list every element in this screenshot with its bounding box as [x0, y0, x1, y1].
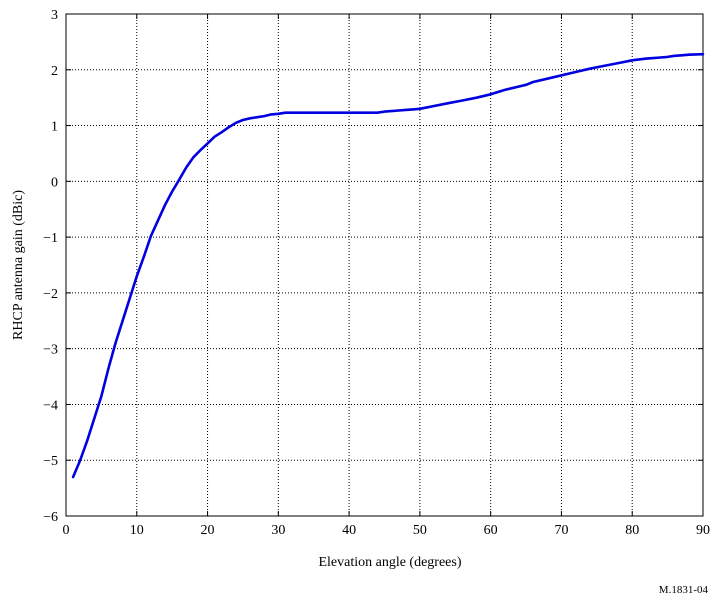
x-tick-label: 40 [342, 523, 356, 538]
y-tick-labels: 3 2 1 0 −1 −2 −3 −4 −5 −6 [43, 8, 58, 525]
x-tick-label: 60 [484, 523, 498, 538]
tick-marks [65, 13, 704, 517]
x-tick-label: 10 [130, 523, 144, 538]
x-tick-label: 70 [554, 523, 568, 538]
x-axis-title: Elevation angle (degrees) [318, 555, 461, 570]
y-axis-title: RHCP antenna gain (dBic) [11, 190, 26, 340]
x-tick-label: 0 [63, 523, 70, 538]
series-layer [71, 52, 705, 479]
y-tick-label: −1 [43, 231, 58, 246]
x-tick-label: 90 [696, 523, 710, 538]
y-tick-label: 0 [51, 175, 58, 190]
x-tick-label: 50 [413, 523, 427, 538]
y-tick-label: −5 [43, 454, 58, 469]
plot-frame [65, 13, 704, 517]
x-tick-labels: 0 10 20 30 40 50 60 70 80 90 [63, 523, 711, 538]
y-tick-label: −3 [43, 343, 58, 358]
y-tick-label: −4 [43, 398, 58, 413]
figure-code: M.1831-04 [659, 584, 709, 596]
gain-curve [71, 52, 705, 479]
y-tick-label: 1 [51, 120, 58, 135]
grid-lines [66, 14, 703, 516]
x-tick-label: 30 [271, 523, 285, 538]
x-tick-label: 20 [201, 523, 215, 538]
y-tick-label: 3 [51, 8, 58, 23]
x-tick-label: 80 [625, 523, 639, 538]
y-tick-label: −2 [43, 287, 58, 302]
y-tick-label: 2 [51, 64, 58, 79]
y-tick-label: −6 [43, 510, 58, 525]
